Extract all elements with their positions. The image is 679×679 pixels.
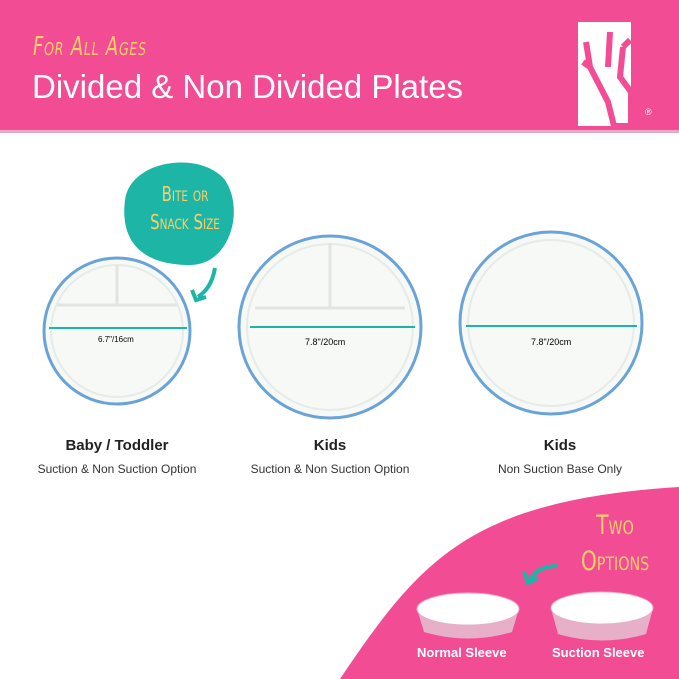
arrow-icon — [522, 564, 559, 586]
plate-option: Suction & Non Suction Option — [37, 462, 197, 476]
bubble-line: Snack Size — [150, 210, 220, 234]
plate-baby — [42, 256, 192, 406]
suction-sleeve-label: Suction Sleeve — [552, 645, 645, 660]
plate-dimension: 7.8"/20cm — [531, 337, 572, 347]
suction-sleeve-image — [550, 591, 654, 641]
teal-bubble — [124, 162, 234, 265]
plate-dimension: 6.7"/16cm — [98, 335, 134, 344]
plate-name: Kids — [543, 437, 577, 454]
plate-label: Kids Suction & Non Suction Option — [220, 437, 440, 478]
plate-name: Baby / Toddler — [65, 437, 169, 454]
normal-sleeve-image — [416, 592, 520, 639]
bubble-line: Bite or — [161, 182, 209, 206]
page-title: Divided & Non Divided Plates — [32, 68, 464, 105]
plate-label: Kids Non Suction Base Only — [450, 437, 670, 478]
tagline: For All Ages — [33, 32, 147, 62]
plate-dimension: 7.8"/20cm — [305, 337, 346, 347]
plate-option: Non Suction Base Only — [497, 462, 623, 476]
deer-logo — [578, 22, 634, 129]
plate-kids-divided — [237, 234, 423, 420]
plate-label: Baby / Toddler Suction & Non Suction Opti… — [7, 437, 227, 478]
registered-mark: ® — [645, 107, 652, 117]
options-line: Options — [580, 546, 650, 577]
normal-sleeve-label: Normal Sleeve — [417, 645, 507, 660]
plate-name: Kids — [313, 437, 347, 454]
bite-size-bubble-text: Bite or Snack Size — [144, 180, 227, 236]
plate-option: Suction & Non Suction Option — [250, 462, 410, 476]
plate-kids-plain — [458, 230, 644, 416]
arrow-icon — [190, 267, 217, 303]
options-line: Two — [596, 510, 634, 541]
header-banner: For All Ages Divided & Non Divided Plate… — [0, 0, 679, 133]
two-options-text: Two Options — [574, 508, 657, 580]
